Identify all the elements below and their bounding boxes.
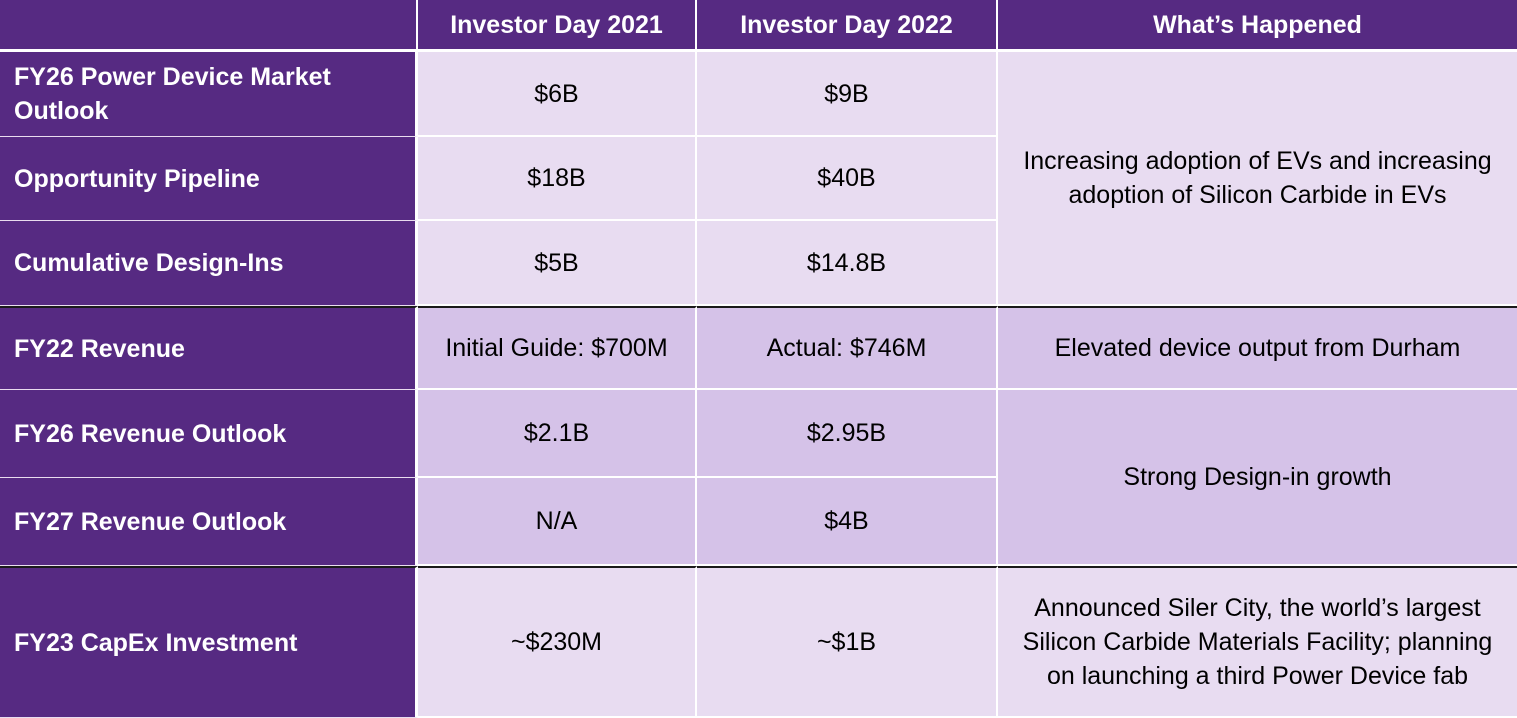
cell-2022-cumulative-design-ins: $14.8B <box>697 221 998 306</box>
cell-2021-fy26-revenue-outlook: $2.1B <box>418 390 697 478</box>
row-label-cumulative-design-ins: Cumulative Design-Ins <box>0 221 418 306</box>
cell-2022-fy22-revenue: Actual: $746M <box>697 306 998 390</box>
cell-2022-power-device-outlook: $9B <box>697 52 998 137</box>
cell-2021-fy23-capex: ~$230M <box>418 566 697 718</box>
row-label-opportunity-pipeline: Opportunity Pipeline <box>0 137 418 221</box>
cell-2021-fy22-revenue: Initial Guide: $700M <box>418 306 697 390</box>
cell-2021-fy27-revenue-outlook: N/A <box>418 478 697 566</box>
cell-2021-cumulative-design-ins: $5B <box>418 221 697 306</box>
cell-2022-fy26-revenue-outlook: $2.95B <box>697 390 998 478</box>
cell-2022-fy23-capex: ~$1B <box>697 566 998 718</box>
row-label-fy26-revenue-outlook: FY26 Revenue Outlook <box>0 390 418 478</box>
whats-happened-siler-city: Announced Siler City, the world’s larges… <box>998 566 1517 718</box>
header-whats-happened: What’s Happened <box>998 0 1517 52</box>
header-investor-day-2021: Investor Day 2021 <box>418 0 697 52</box>
cell-2021-opportunity-pipeline: $18B <box>418 137 697 221</box>
whats-happened-design-in-growth: Strong Design-in growth <box>998 390 1517 566</box>
cell-2022-opportunity-pipeline: $40B <box>697 137 998 221</box>
header-investor-day-2022: Investor Day 2022 <box>697 0 998 52</box>
cell-2022-fy27-revenue-outlook: $4B <box>697 478 998 566</box>
row-label-fy22-revenue: FY22 Revenue <box>0 306 418 390</box>
row-label-fy26-power-device-market-outlook: FY26 Power Device Market Outlook <box>0 52 418 137</box>
whats-happened-durham-output: Elevated device output from Durham <box>998 306 1517 390</box>
row-label-fy23-capex-investment: FY23 CapEx Investment <box>0 566 418 718</box>
cell-2021-power-device-outlook: $6B <box>418 52 697 137</box>
row-label-fy27-revenue-outlook: FY27 Revenue Outlook <box>0 478 418 566</box>
header-blank <box>0 0 418 52</box>
whats-happened-ev-adoption: Increasing adoption of EVs and increasin… <box>998 52 1517 306</box>
